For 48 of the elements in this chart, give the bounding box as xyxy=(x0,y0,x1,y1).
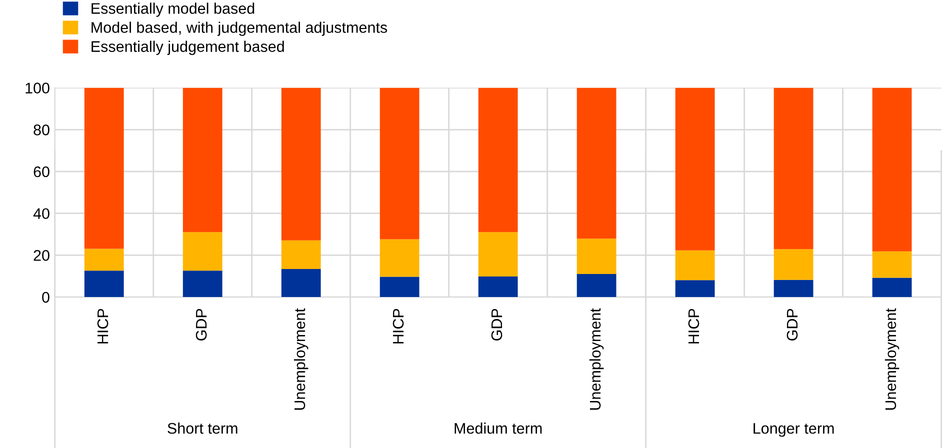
x-tick-label: Unemployment xyxy=(884,308,900,410)
x-tick-label: GDP xyxy=(786,308,798,340)
legend-label: Essentially judgement based xyxy=(92,40,284,55)
bar xyxy=(84,248,124,271)
bar xyxy=(774,88,814,250)
bar xyxy=(84,88,124,249)
bar xyxy=(478,276,518,298)
bar xyxy=(478,88,518,232)
bar xyxy=(675,250,715,280)
bar xyxy=(576,238,616,274)
bar xyxy=(182,232,222,271)
bar xyxy=(774,280,814,298)
bar xyxy=(380,239,420,277)
text: Medium term xyxy=(454,422,542,434)
bar xyxy=(380,276,420,298)
text: Longer term xyxy=(754,423,834,437)
bar xyxy=(281,268,321,298)
x-tick-label: HICP xyxy=(688,308,700,344)
bar xyxy=(576,274,616,298)
x-tick-label: HICP xyxy=(97,308,108,344)
bar xyxy=(281,240,321,269)
legend-label: Essentially model based xyxy=(92,2,254,17)
bar xyxy=(872,278,912,298)
y-tick-label: 80 xyxy=(34,124,50,136)
x-tick-label: HICP xyxy=(392,308,404,344)
text: Short term xyxy=(168,422,238,434)
x-tick-label: Unemployment xyxy=(294,308,308,410)
x-tick-label: GDP xyxy=(491,308,502,340)
bar xyxy=(872,251,912,278)
bar xyxy=(182,88,222,232)
x-tick-label: Unemployment xyxy=(589,308,604,410)
x-tick-label: GDP xyxy=(196,308,207,340)
y-tick-label: 60 xyxy=(34,166,50,178)
bar xyxy=(182,270,222,298)
bar xyxy=(478,232,518,277)
bar xyxy=(576,88,616,239)
bar xyxy=(675,88,715,250)
bar xyxy=(84,270,124,298)
bar xyxy=(872,88,912,252)
bar xyxy=(380,88,420,240)
y-tick-label: 20 xyxy=(34,250,50,261)
y-tick-label: 100 xyxy=(26,82,50,94)
bar xyxy=(675,280,715,298)
bar xyxy=(774,249,814,280)
y-tick-label: 0 xyxy=(42,292,50,303)
y-tick-label: 40 xyxy=(33,208,50,220)
bar xyxy=(281,88,321,240)
legend-label: Model based, with judgemental adjustments xyxy=(92,22,388,36)
